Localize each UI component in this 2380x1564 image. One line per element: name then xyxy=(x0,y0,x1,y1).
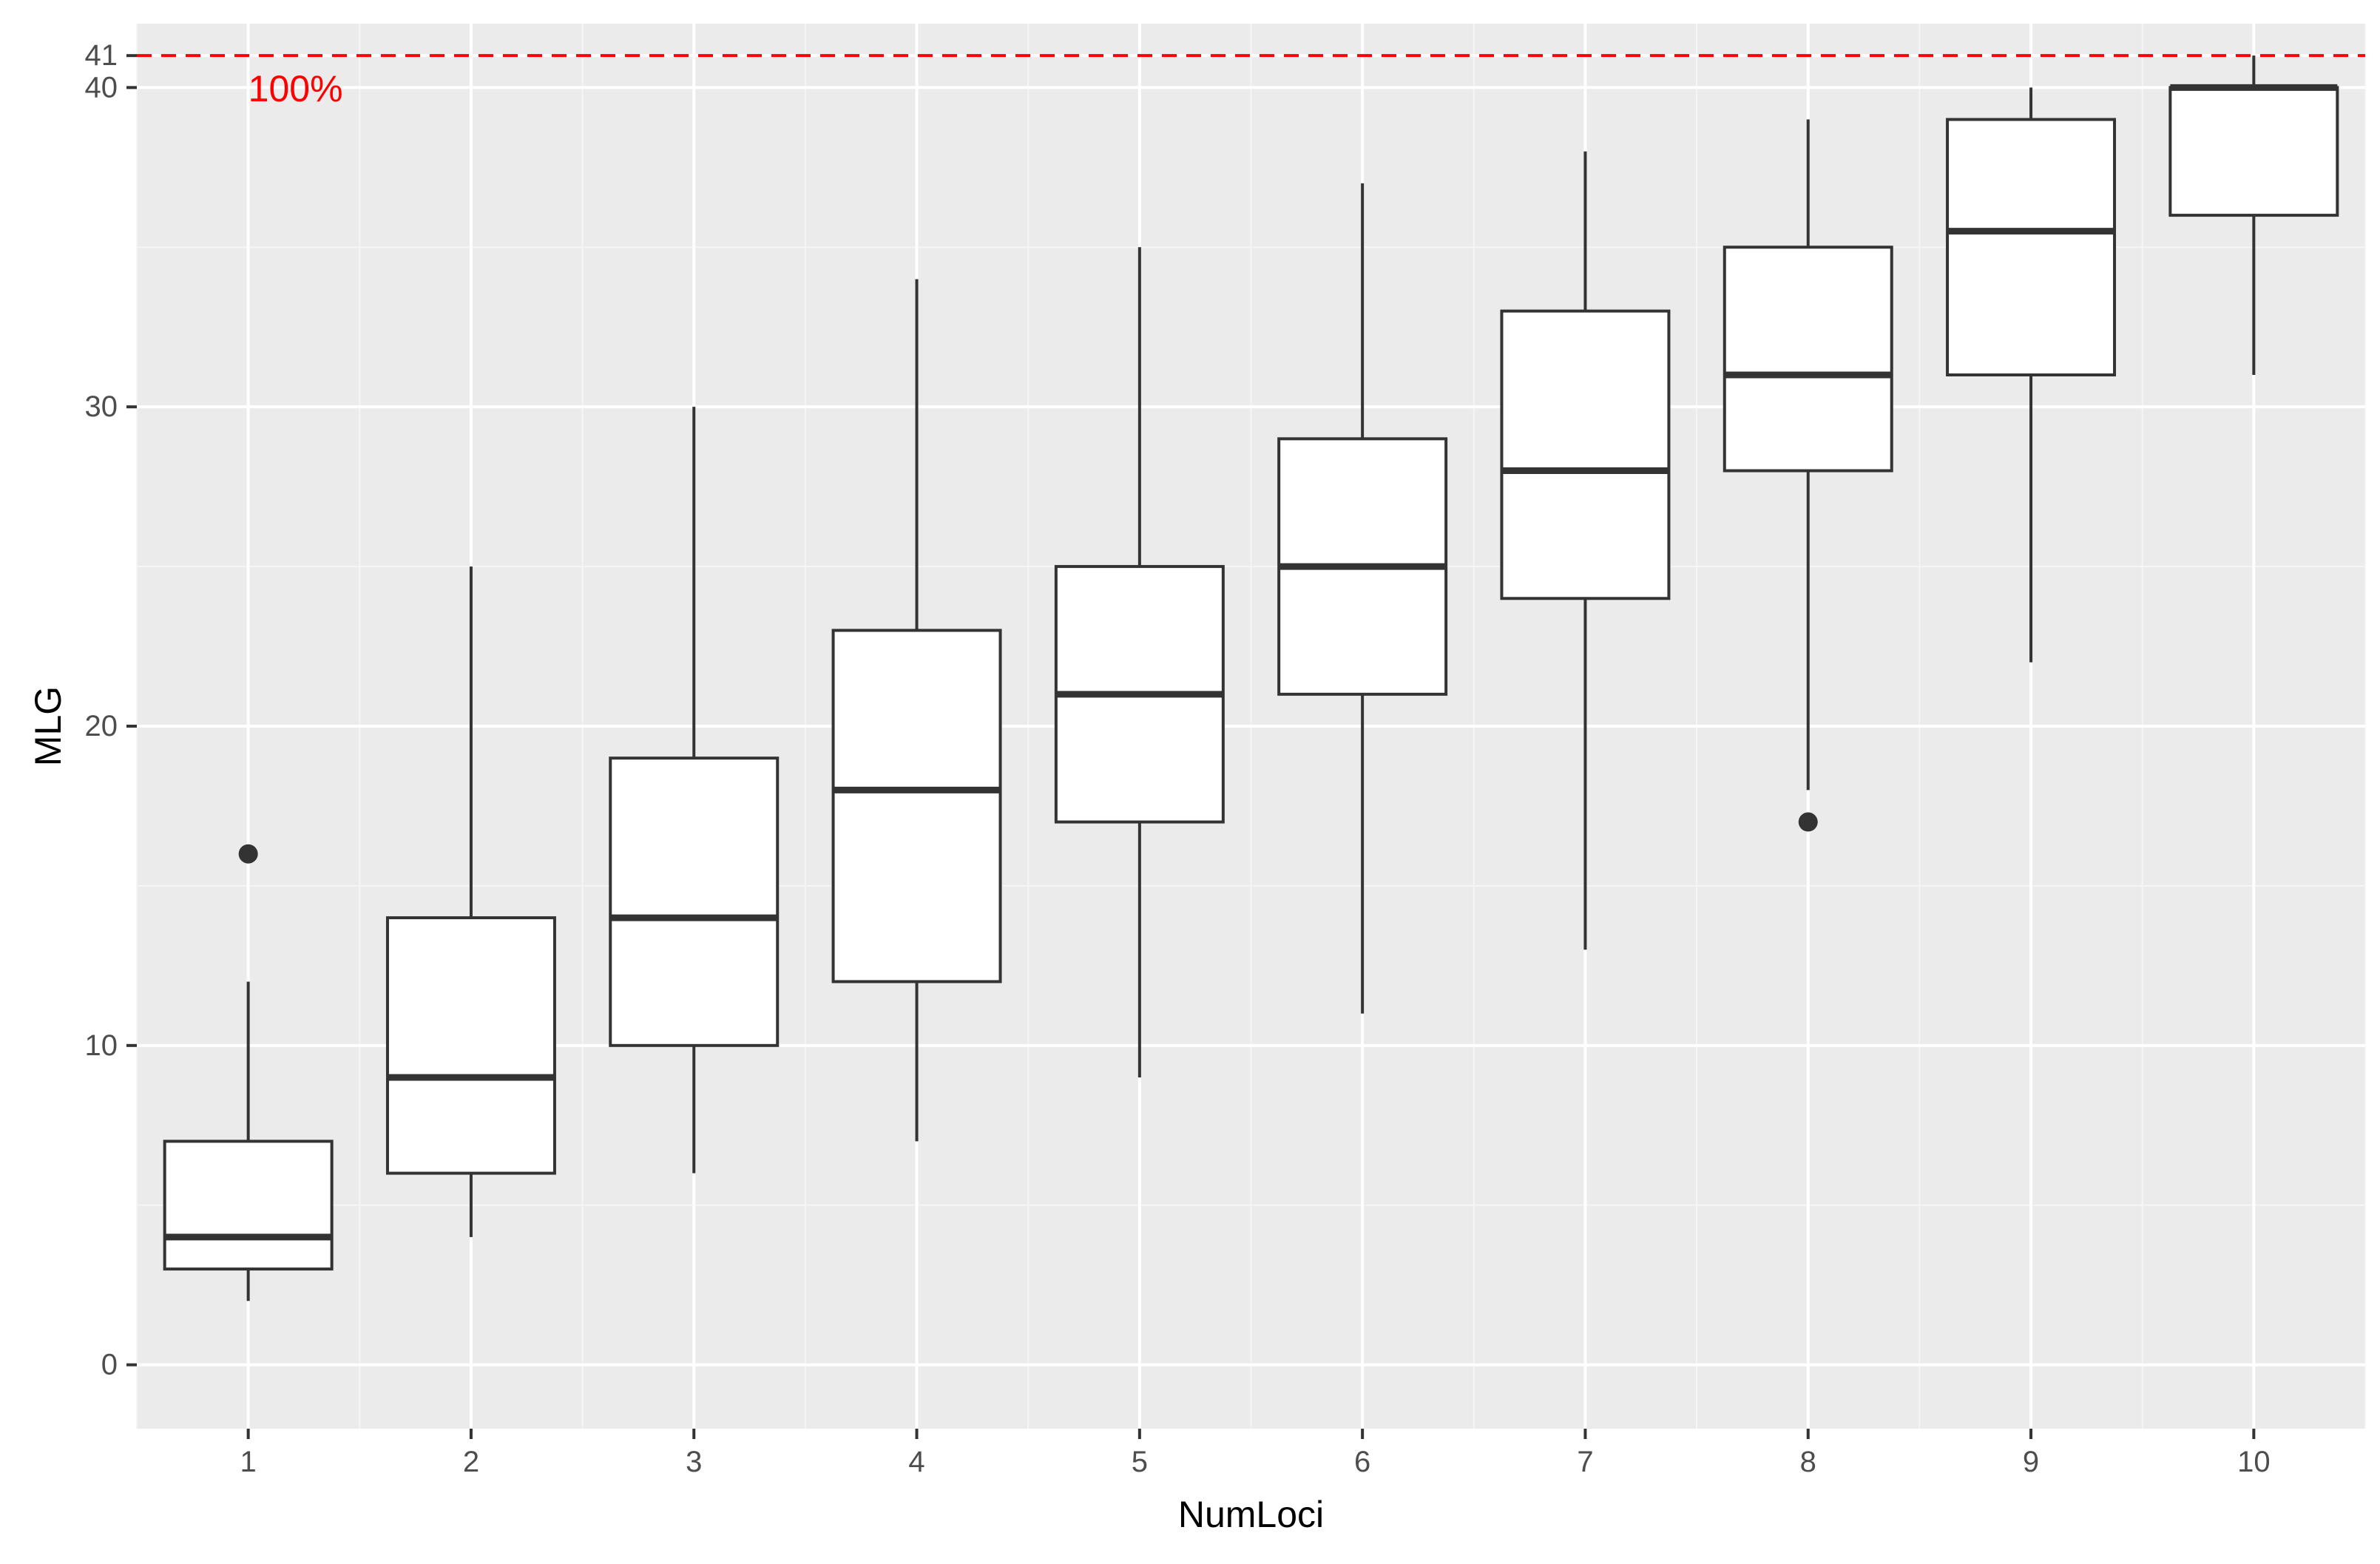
reference-line-group: 100% xyxy=(137,54,2365,109)
x-tick-label: 7 xyxy=(1577,1446,1593,1478)
x-tick-label: 8 xyxy=(1800,1446,1816,1478)
box-1 xyxy=(163,844,334,1301)
x-tick-label: 6 xyxy=(1354,1446,1370,1478)
x-axis: 1 2 3 4 5 6 7 8 9 10 xyxy=(240,1429,2271,1478)
y-tick-label: 41 xyxy=(85,39,118,72)
box-iqr xyxy=(2168,86,2339,217)
y-tick-label: 0 xyxy=(101,1349,118,1381)
box-2 xyxy=(385,566,556,1237)
box-7 xyxy=(1500,151,1671,950)
box-4 xyxy=(831,279,1002,1142)
x-tick-label: 1 xyxy=(240,1446,257,1478)
box-5 xyxy=(1054,247,1225,1077)
y-axis-title: MLG xyxy=(27,686,69,766)
box-iqr xyxy=(1500,309,1671,600)
outlier-point xyxy=(1798,812,1818,832)
x-tick-label: 10 xyxy=(2237,1446,2271,1478)
x-tick-label: 3 xyxy=(686,1446,702,1478)
box-iqr xyxy=(1946,118,2117,377)
y-tick-label: 40 xyxy=(85,71,118,104)
box-iqr xyxy=(385,916,556,1175)
box-6 xyxy=(1277,183,1448,1014)
x-tick-label: 4 xyxy=(908,1446,924,1478)
box-10 xyxy=(2168,55,2339,375)
outlier-point xyxy=(238,844,258,864)
box-9 xyxy=(1946,87,2117,663)
x-axis-title: NumLoci xyxy=(1178,1494,1324,1535)
y-tick-label: 20 xyxy=(85,710,118,742)
y-tick-label: 10 xyxy=(85,1029,118,1062)
x-tick-label: 5 xyxy=(1132,1446,1148,1478)
x-tick-label: 2 xyxy=(463,1446,479,1478)
box-iqr xyxy=(1723,246,1893,473)
box-iqr xyxy=(831,629,1002,984)
reference-line-label: 100% xyxy=(249,68,343,109)
box-iqr xyxy=(609,756,780,1047)
box-3 xyxy=(609,407,780,1174)
y-tick-label: 30 xyxy=(85,390,118,423)
x-tick-label: 9 xyxy=(2023,1446,2039,1478)
box-series xyxy=(163,55,2339,1301)
box-iqr xyxy=(163,1140,334,1271)
box-8 xyxy=(1723,119,1893,832)
